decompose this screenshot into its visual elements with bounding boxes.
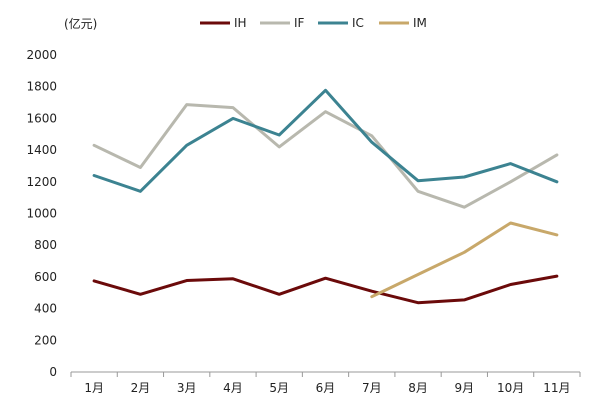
series-line-if [92,103,559,209]
x-tick-label: 7月 [362,381,382,395]
legend: IH IF IC IM [200,16,427,30]
series-line-im [370,221,559,299]
y-tick-label: 1200 [26,175,57,189]
x-tick-label: 4月 [223,381,243,395]
x-tick-label: 2月 [131,381,151,395]
y-tick-label: 1800 [26,80,57,94]
y-axis: 0 200 400 600 800 1000 1200 1400 1600 1800 2000 [26,48,57,379]
legend-label-ic: IC [352,16,364,30]
y-tick-label: 200 [34,333,57,347]
x-tick-label: 9月 [454,381,474,395]
x-tick-label: 1月 [84,381,104,395]
x-tick-label: 3月 [177,381,197,395]
y-tick-label: 1400 [26,143,57,157]
y-tick-label: 400 [34,302,57,316]
series-layer [92,88,559,305]
y-tick-label: 2000 [26,48,57,62]
x-tick-label: 11月 [543,381,570,395]
y-tick-label: 1600 [26,111,57,125]
legend-label-ih: IH [234,16,247,30]
x-tick-label: 10月 [497,381,524,395]
y-tick-label: 800 [34,238,57,252]
legend-label-im: IM [413,16,427,30]
legend-label-if: IF [294,16,305,30]
y-tick-label: 1000 [26,207,57,221]
x-axis: 1月 2月 3月 4月 5月 6月 7月 8月 9月 10月 11月 [70,371,581,395]
series-line-ih [92,274,559,305]
y-tick-label: 600 [34,270,57,284]
x-tick-label: 6月 [316,381,336,395]
x-tick-label: 8月 [408,381,428,395]
series-line-ic [92,88,559,193]
y-tick-label: 0 [49,365,57,379]
x-tick-label: 5月 [269,381,289,395]
y-axis-unit-label: (亿元) [64,16,97,31]
